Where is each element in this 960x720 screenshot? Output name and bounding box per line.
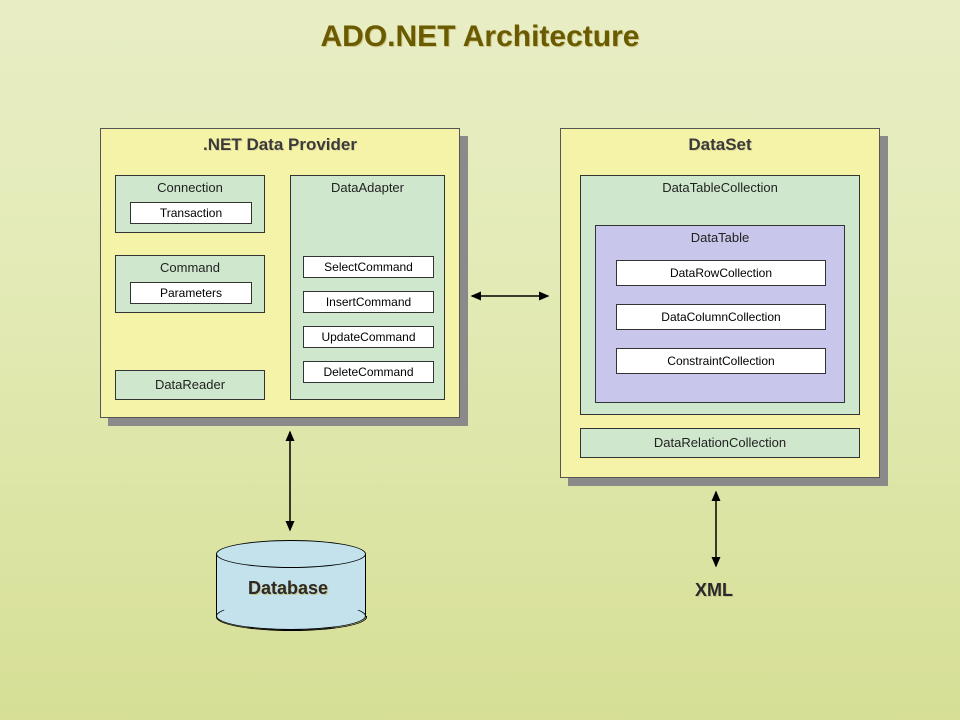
dataadapter-label: DataAdapter [291, 176, 444, 197]
datareader-box: DataReader [115, 370, 265, 400]
connection-label: Connection [116, 176, 264, 197]
dataadapter-box: DataAdapter SelectCommand InsertCommand … [290, 175, 445, 400]
insertcommand-pill: InsertCommand [303, 291, 434, 313]
updatecommand-pill: UpdateCommand [303, 326, 434, 348]
constraintcollection-pill: ConstraintCollection [616, 348, 826, 374]
datatable-label: DataTable [596, 226, 844, 247]
parameters-pill: Parameters [130, 282, 252, 304]
deletecommand-pill: DeleteCommand [303, 361, 434, 383]
database-label: Database [248, 578, 328, 599]
datareader-label: DataReader [116, 371, 264, 394]
transaction-pill: Transaction [130, 202, 252, 224]
datatablecollection-label: DataTableCollection [581, 176, 859, 197]
dataset-panel-title: DataSet [561, 129, 879, 159]
connection-box: Connection Transaction [115, 175, 265, 233]
page-title: ADO.NET Architecture [0, 20, 960, 54]
provider-panel-title: .NET Data Provider [101, 129, 459, 159]
datatable-box: DataTable DataRowCollection DataColumnCo… [595, 225, 845, 403]
datarelationcollection-box: DataRelationCollection [580, 428, 860, 458]
datarelationcollection-label: DataRelationCollection [581, 429, 859, 452]
command-label: Command [116, 256, 264, 277]
datarowcollection-pill: DataRowCollection [616, 260, 826, 286]
datacolumncollection-pill: DataColumnCollection [616, 304, 826, 330]
selectcommand-pill: SelectCommand [303, 256, 434, 278]
command-box: Command Parameters [115, 255, 265, 313]
xml-label: XML [695, 580, 733, 601]
